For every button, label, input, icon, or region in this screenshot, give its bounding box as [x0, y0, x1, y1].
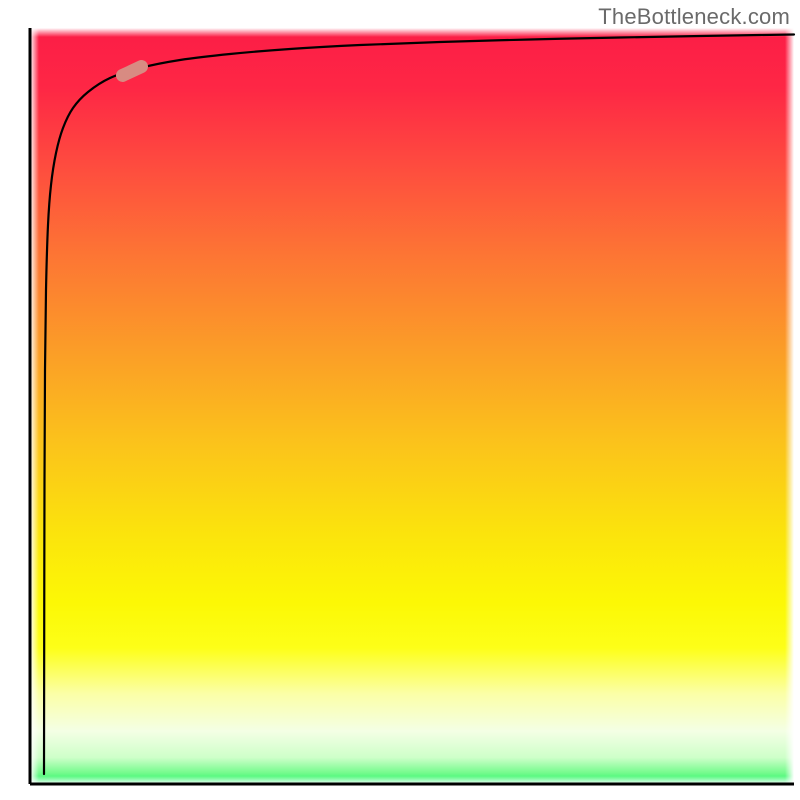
plot-background — [30, 28, 794, 784]
watermark-text: TheBottleneck.com — [598, 4, 790, 30]
chart-container: TheBottleneck.com — [0, 0, 800, 800]
chart-svg — [0, 0, 800, 800]
edge-fade-right — [785, 28, 794, 784]
